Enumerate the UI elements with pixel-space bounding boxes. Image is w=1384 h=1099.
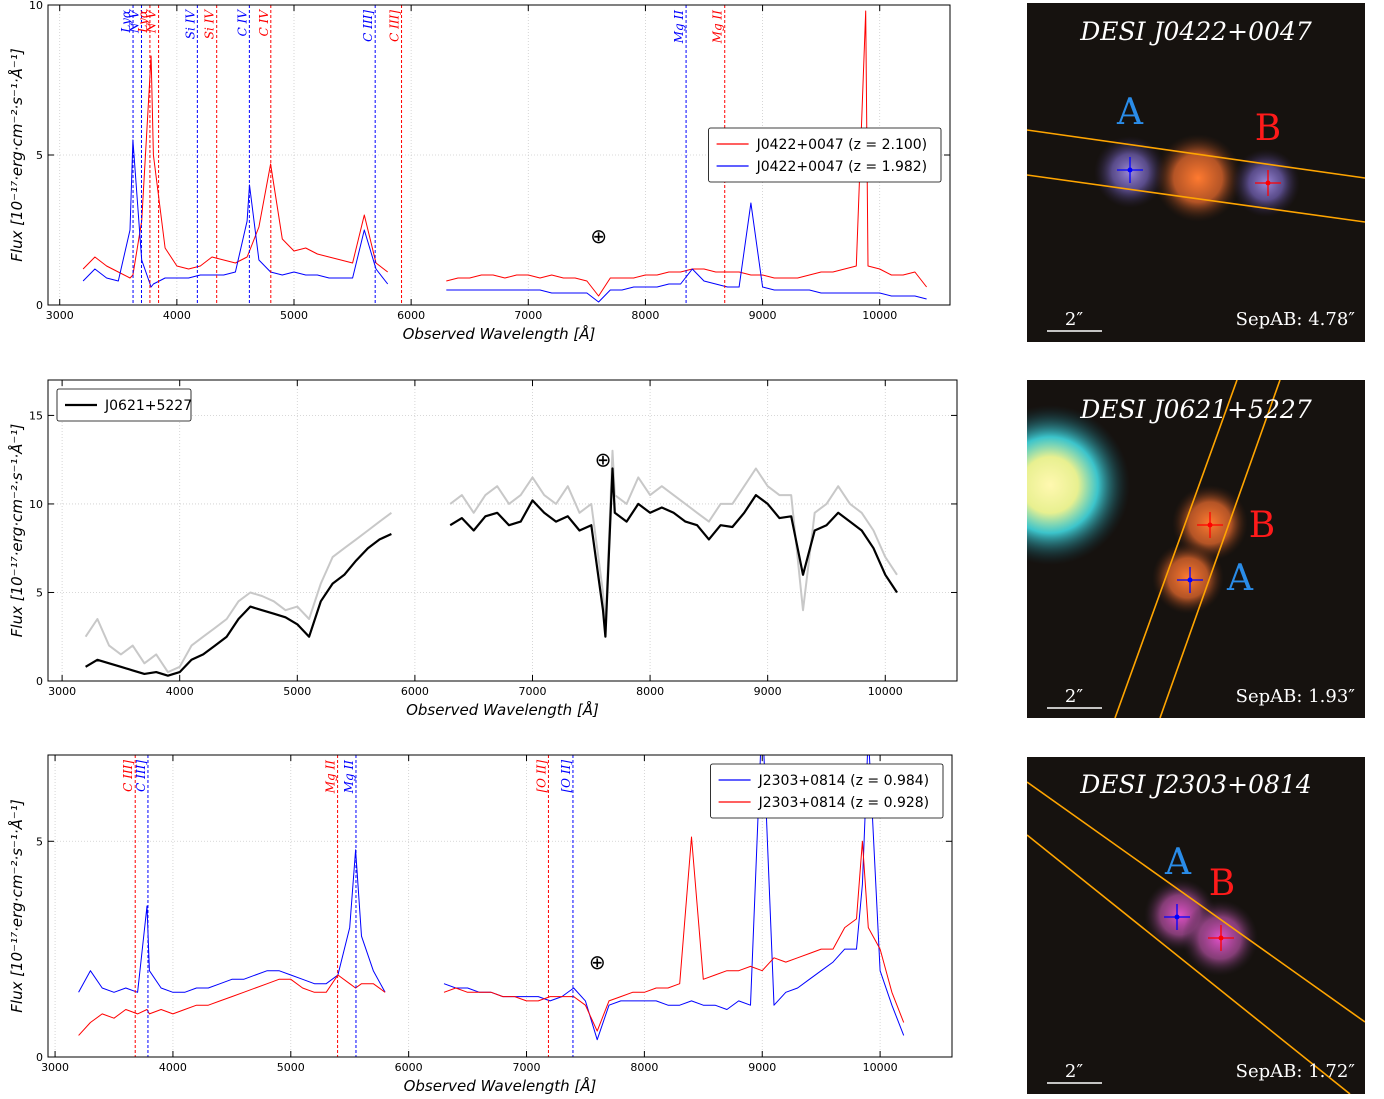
x-tick-label: 7000: [518, 685, 546, 698]
x-tick-label: 3000: [46, 309, 74, 322]
plot-area: [86, 451, 897, 676]
reference-label: N V: [145, 9, 159, 34]
x-tick-label: 7000: [514, 309, 542, 322]
label-b: B: [1209, 863, 1235, 904]
y-tick-label: 10: [29, 498, 43, 511]
source-dot: [1175, 915, 1180, 920]
x-tick-label: 9000: [749, 309, 777, 322]
x-tick-label: 6000: [397, 309, 425, 322]
reference-label: C III]: [134, 760, 148, 792]
image-title: DESI J0621+5227: [1079, 395, 1312, 424]
x-tick-label: 10000: [868, 685, 903, 698]
y-tick-label: 0: [36, 299, 43, 312]
y-tick-label: 5: [36, 835, 43, 848]
scale-label: 2″: [1065, 686, 1083, 707]
x-tick-label: 8000: [630, 1061, 658, 1074]
image-cutout: DESI J0621+5227 AB 2″ SepAB: 1.93″: [970, 380, 1365, 718]
x-tick-label: 10000: [863, 1061, 898, 1074]
x-tick-label: 4000: [159, 1061, 187, 1074]
x-tick-label: 8000: [631, 309, 659, 322]
spectrum-line: [79, 837, 904, 1035]
reference-label: Si IV: [203, 9, 217, 40]
x-tick-label: 3000: [48, 685, 76, 698]
y-tick-label: 0: [36, 1051, 43, 1064]
earth-symbol: ⊕: [595, 448, 612, 472]
y-tick-label: 5: [36, 586, 43, 599]
reference-label: [O II]: [534, 760, 548, 793]
earth-symbol: ⊕: [590, 224, 607, 248]
reference-label: Mg II: [711, 10, 725, 45]
scale-label: 2″: [1065, 309, 1083, 330]
x-axis-label: Observed Wavelength [Å]: [406, 700, 599, 719]
legend-label: J2303+0814 (z = 0.928): [758, 795, 930, 811]
spectrum-line: [86, 469, 897, 676]
image-title: DESI J2303+0814: [1079, 770, 1311, 799]
reference-label: C III]: [361, 10, 375, 42]
legend-label: J0422+0047 (z = 1.982): [756, 159, 928, 175]
reference-label: C IV: [235, 9, 249, 37]
x-tick-label: 10000: [862, 309, 897, 322]
y-axis-label: Flux [10⁻¹⁷·erg·cm⁻²·s⁻¹·Å⁻¹]: [7, 424, 26, 638]
image-cutout: DESI J2303+0814 AB 2″ SepAB: 1.72″: [1027, 757, 1365, 1094]
x-tick-label: 6000: [395, 1061, 423, 1074]
source-dot: [1219, 936, 1224, 941]
spectrum-line: [79, 712, 904, 1040]
legend-label: J0422+0047 (z = 2.100): [756, 137, 928, 153]
source-dot: [1128, 168, 1133, 173]
source-dot: [1208, 523, 1213, 528]
x-tick-label: 4000: [166, 685, 194, 698]
image-cutout: DESI J0422+0047 A B 2″ SepAB: 4.78″: [1027, 3, 1365, 342]
plot-area: [79, 712, 904, 1040]
reference-label: Mg II: [672, 10, 686, 45]
reference-label: Si IV: [183, 9, 197, 40]
figure: 3000400050006000700080009000100000510Lyα…: [0, 0, 1384, 1099]
y-axis-label: Flux [10⁻¹⁷·erg·cm⁻²·s⁻¹·Å⁻¹]: [7, 799, 26, 1013]
x-axis-label: Observed Wavelength [Å]: [404, 1076, 597, 1095]
label-a: A: [1116, 92, 1144, 133]
page: 3000400050006000700080009000100000510Lyα…: [0, 0, 1384, 1099]
x-tick-label: 8000: [636, 685, 664, 698]
y-tick-label: 5: [36, 149, 43, 162]
label-a: A: [1226, 558, 1254, 599]
x-tick-label: 6000: [401, 685, 429, 698]
x-tick-label: 5000: [280, 309, 308, 322]
x-tick-label: 7000: [513, 1061, 541, 1074]
x-tick-label: 5000: [277, 1061, 305, 1074]
source-glow: [1152, 542, 1224, 614]
spectrum-line: [86, 451, 897, 672]
separation-label: SepAB: 1.93″: [1236, 686, 1356, 707]
legend-label: J0621+5227: [104, 398, 192, 414]
scale-label: 2″: [1065, 1061, 1083, 1082]
source-glow: [1154, 134, 1242, 222]
x-axis-label: Observed Wavelength [Å]: [403, 324, 596, 343]
label-b: B: [1249, 505, 1275, 546]
y-tick-label: 10: [29, 0, 43, 12]
reference-label: [O II]: [559, 760, 573, 793]
source-glow: [970, 405, 1130, 565]
source-dot: [1188, 578, 1193, 583]
reference-label: Mg II: [324, 760, 338, 795]
y-tick-label: 0: [36, 675, 43, 688]
reference-label: Mg II: [342, 760, 356, 795]
image-title: DESI J0422+0047: [1079, 17, 1312, 46]
x-tick-label: 9000: [754, 685, 782, 698]
x-tick-label: 3000: [41, 1061, 69, 1074]
label-b: B: [1255, 108, 1281, 149]
y-axis-label: Flux [10⁻¹⁷·erg·cm⁻²·s⁻¹·Å⁻¹]: [7, 48, 26, 262]
legend-label: J2303+0814 (z = 0.984): [758, 773, 930, 789]
y-tick-label: 15: [29, 409, 43, 422]
x-tick-label: 9000: [748, 1061, 776, 1074]
separation-label: SepAB: 1.72″: [1236, 1061, 1356, 1082]
separation-label: SepAB: 4.78″: [1236, 309, 1356, 330]
reference-label: C IV: [257, 9, 271, 37]
source-dot: [1266, 181, 1271, 186]
reference-label: C III]: [388, 10, 402, 42]
label-a: A: [1164, 842, 1192, 883]
earth-symbol: ⊕: [589, 950, 606, 974]
axes-frame: [48, 380, 957, 681]
x-tick-label: 5000: [283, 685, 311, 698]
x-tick-label: 4000: [163, 309, 191, 322]
